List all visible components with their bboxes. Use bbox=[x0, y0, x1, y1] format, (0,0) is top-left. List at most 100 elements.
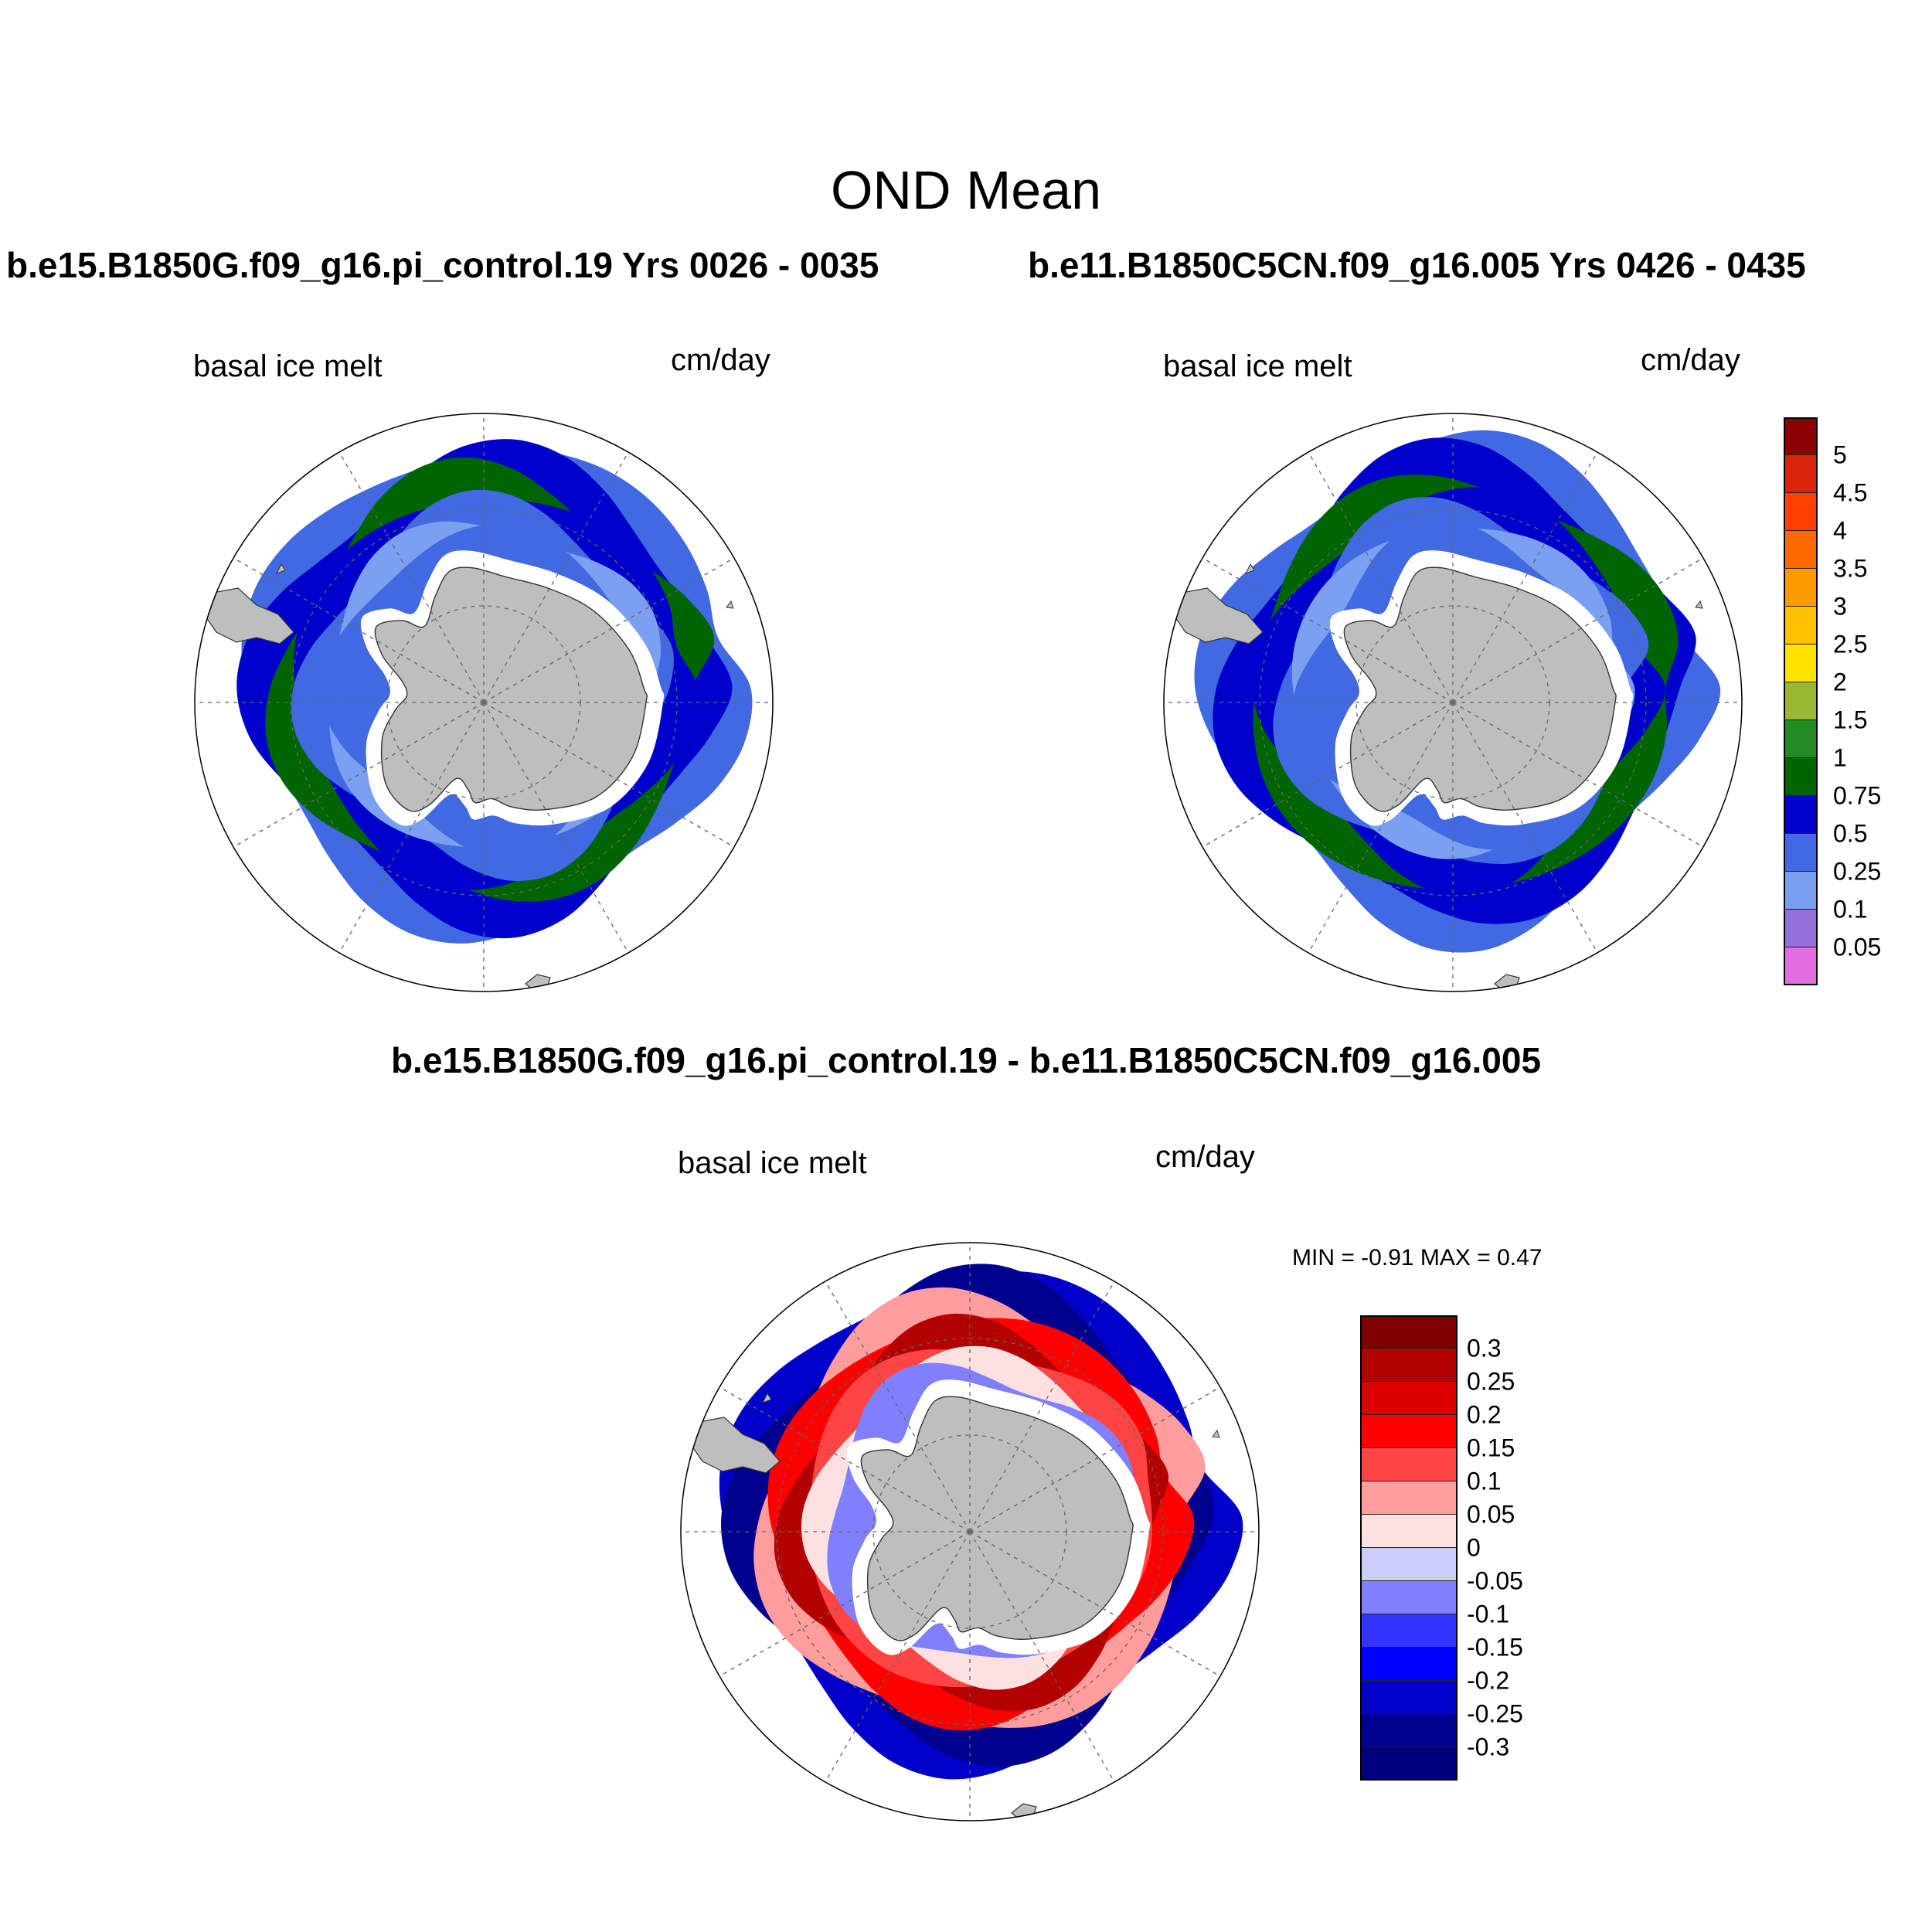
colorbar-swatch bbox=[1784, 872, 1818, 910]
colorbar-swatch bbox=[1360, 1349, 1458, 1382]
south-america-landmass bbox=[203, 587, 294, 645]
island-landmass bbox=[726, 600, 734, 609]
map-border bbox=[1163, 413, 1743, 992]
island-landmass bbox=[1695, 600, 1703, 609]
antarctica-landmass bbox=[374, 566, 648, 812]
meridian-gridline bbox=[483, 557, 735, 703]
colorbar-swatch bbox=[1784, 607, 1818, 645]
min-max-label: MIN = -0.91 MAX = 0.47 bbox=[1292, 1245, 1543, 1270]
meridian-gridline bbox=[969, 1386, 1221, 1532]
colorbar-tick-label: 0 bbox=[1467, 1533, 1481, 1562]
colorbar-swatch bbox=[1360, 1315, 1458, 1349]
meridian-gridline bbox=[1308, 702, 1454, 954]
panel2-units-label: cm/day bbox=[1641, 343, 1740, 377]
meridian-gridline bbox=[825, 1531, 971, 1783]
colorbar-swatch bbox=[1784, 417, 1818, 455]
colorbar-swatch bbox=[1784, 493, 1818, 531]
diff-variable-label: basal ice melt bbox=[678, 1146, 867, 1180]
colorbar-swatch bbox=[1360, 1415, 1458, 1448]
colorbar-tick-label: 0.3 bbox=[1467, 1334, 1502, 1362]
colorbar-swatch bbox=[1360, 1614, 1458, 1648]
latitude-gridline bbox=[1259, 509, 1647, 896]
meridian-gridline bbox=[969, 1531, 1221, 1677]
colorbar-swatch bbox=[1784, 947, 1818, 985]
colorbar-tick-label: 1 bbox=[1833, 743, 1847, 772]
colorbar-tick-label: 0.5 bbox=[1833, 819, 1868, 848]
meridian-gridline bbox=[1452, 702, 1598, 954]
colorbar-swatch bbox=[1784, 910, 1818, 947]
colorbar-swatch bbox=[1360, 1681, 1458, 1714]
meridian-gridline bbox=[969, 1281, 1115, 1532]
south-america-landmass bbox=[1172, 587, 1264, 645]
colorbar-swatch bbox=[1360, 1382, 1458, 1415]
colorbar-tick-label: 1.5 bbox=[1833, 706, 1868, 734]
colorbar-tick-label: 2.5 bbox=[1833, 630, 1868, 658]
map-content bbox=[1164, 413, 1742, 992]
colorbar-tick-label: 0.25 bbox=[1467, 1367, 1515, 1396]
meridian-gridline bbox=[1308, 451, 1454, 703]
colorbar-swatch bbox=[1784, 645, 1818, 682]
colorbar-tick-label: -0.1 bbox=[1467, 1600, 1510, 1628]
colorbar-tick-label: 0.05 bbox=[1467, 1500, 1515, 1529]
colorbar-tick-label: -0.15 bbox=[1467, 1633, 1523, 1662]
map-panel-difference bbox=[680, 1242, 1260, 1821]
map-panel-control bbox=[194, 413, 774, 992]
colorbar-swatch bbox=[1360, 1747, 1458, 1781]
colorbar-swatch bbox=[1784, 682, 1818, 720]
south-america-landmass bbox=[689, 1417, 781, 1474]
colorbar-tick-label: 0.1 bbox=[1467, 1467, 1502, 1495]
meridian-gridline bbox=[483, 702, 629, 954]
colorbar-swatch bbox=[1784, 531, 1818, 569]
island-landmass bbox=[761, 1392, 772, 1403]
meridian-gridline bbox=[338, 702, 485, 954]
colorbar-tick-label: 0.2 bbox=[1467, 1400, 1502, 1429]
colorbar-swatch bbox=[1360, 1448, 1458, 1481]
colorbar-swatch bbox=[1360, 1515, 1458, 1548]
meridian-gridline bbox=[825, 1281, 971, 1532]
colorbar-tick-label: 3 bbox=[1833, 592, 1847, 621]
colorbar-tick-label: 0.05 bbox=[1833, 933, 1882, 961]
meridian-gridline bbox=[719, 1531, 971, 1677]
colorbar-tick-label: 3.5 bbox=[1833, 554, 1868, 583]
colorbar-tick-label: 0.75 bbox=[1833, 781, 1882, 810]
colorbar-tick-label: -0.25 bbox=[1467, 1699, 1523, 1728]
island-landmass bbox=[1244, 563, 1255, 574]
map-border bbox=[680, 1242, 1260, 1821]
meridian-gridline bbox=[719, 1386, 971, 1532]
meridian-gridline bbox=[338, 451, 485, 703]
colorbar-tick-label: -0.05 bbox=[1467, 1566, 1523, 1595]
colorbar-tick-label: 0.25 bbox=[1833, 857, 1882, 886]
meridian-gridline bbox=[233, 702, 485, 848]
map-border bbox=[194, 413, 774, 992]
colorbar-tick-label: -0.3 bbox=[1467, 1733, 1510, 1761]
colorbar-frame bbox=[1784, 417, 1818, 985]
map-content bbox=[681, 1243, 1259, 1821]
colorbar-swatch bbox=[1360, 1548, 1458, 1581]
diff-units-label: cm/day bbox=[1155, 1140, 1255, 1174]
antarctica-landmass bbox=[1343, 566, 1617, 812]
colorbar-tick-label: -0.2 bbox=[1467, 1666, 1510, 1695]
island-landmass bbox=[1212, 1429, 1220, 1438]
colorbar-tick-label: 4 bbox=[1833, 516, 1847, 545]
diff-colorbar: -0.3 -0.25 -0.2 -0.15 -0.1 -0.05 0 0.05 0.1 0.15 0… bbox=[1360, 1315, 1523, 1781]
meridian-gridline bbox=[233, 557, 485, 703]
meridian-gridline bbox=[483, 451, 629, 703]
colorbar-tick-label: 4.5 bbox=[1833, 478, 1868, 507]
colorbar-swatch bbox=[1784, 758, 1818, 796]
colorbar-swatch bbox=[1360, 1481, 1458, 1515]
meridian-gridline bbox=[1202, 702, 1454, 848]
colorbar-swatch bbox=[1784, 569, 1818, 607]
meridian-gridline bbox=[1452, 702, 1704, 848]
colorbar-swatch bbox=[1360, 1648, 1458, 1681]
meridian-gridline bbox=[969, 1531, 1115, 1783]
colorbar-swatch bbox=[1784, 834, 1818, 872]
colorbar-tick-label: 0.15 bbox=[1467, 1434, 1515, 1462]
meridian-gridline bbox=[1452, 451, 1598, 703]
colorbar-swatch bbox=[1360, 1714, 1458, 1747]
panel2-variable-label: basal ice melt bbox=[1163, 349, 1352, 383]
meridian-gridline bbox=[1202, 557, 1454, 703]
abs-colorbar: 0.05 0.1 0.25 0.5 0.75 1 1.5 2 2.5 3 3.5 4 4.5 5 bbox=[1784, 417, 1881, 985]
colorbar-swatch bbox=[1784, 796, 1818, 834]
colorbar-tick-label: 5 bbox=[1833, 440, 1847, 469]
colorbar-tick-label: 2 bbox=[1833, 668, 1847, 696]
